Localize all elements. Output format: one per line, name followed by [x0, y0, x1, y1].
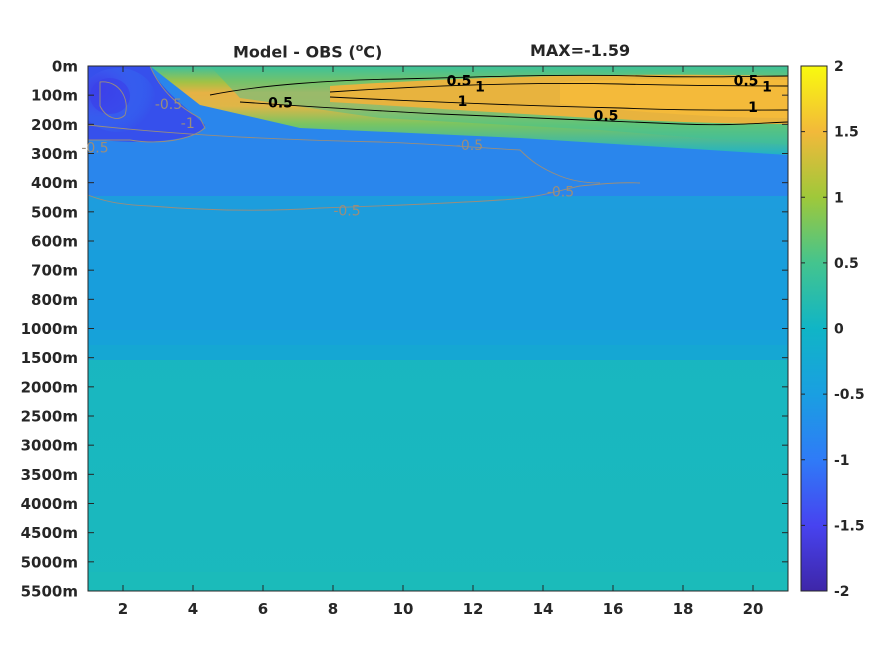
- y-tick-label: 2000m: [21, 378, 78, 396]
- y-tick-label: 800m: [31, 291, 78, 309]
- x-tick-label: 18: [673, 600, 694, 618]
- contour-label: 1: [748, 100, 758, 116]
- y-tick-label: 3000m: [21, 437, 78, 455]
- y-axis: 0m 100m 200m 300m 400m 500m 600m 700m 800m 1000m 1…: [21, 58, 788, 601]
- colorbar-tick-label: 1: [834, 190, 844, 206]
- contour-label: -1: [181, 116, 195, 132]
- y-tick-label: 1000m: [21, 320, 78, 338]
- colorbar-tick-label: 1.5: [834, 125, 859, 141]
- y-tick-label: 5500m: [21, 583, 78, 601]
- colorbar-tick-label: -1: [834, 453, 850, 469]
- x-tick-label: 16: [603, 600, 624, 618]
- contour-label: -0.5: [547, 184, 574, 200]
- contour-label: 0.5: [268, 95, 293, 111]
- x-tick-label: 2: [118, 600, 128, 618]
- heatmap-field: [88, 66, 788, 591]
- y-tick-label: 700m: [31, 262, 78, 280]
- positive-contours: [209, 74, 788, 126]
- x-axis: 2 4 6 8 10 12 14 16 18 20: [118, 66, 764, 618]
- y-tick-label: 100m: [31, 87, 78, 105]
- y-tick-label: 200m: [31, 116, 78, 134]
- contour-label: 1: [475, 79, 485, 95]
- y-tick-label: 300m: [31, 145, 78, 163]
- y-tick-label: 5000m: [21, 553, 78, 571]
- colorbar-tick-label: -1.5: [834, 518, 865, 534]
- colorbar-axis: 2 1.5 1 0.5 0 -0.5 -1 -1.5 -2: [801, 59, 865, 600]
- x-tick-label: 12: [463, 600, 484, 618]
- max-value-label: MAX=-1.59: [530, 41, 631, 60]
- colorbar-tick-label: 0: [834, 322, 844, 338]
- y-tick-label: 3500m: [21, 466, 78, 484]
- contour-label: 0.5: [734, 74, 759, 90]
- y-tick-label: 600m: [31, 233, 78, 251]
- contour-label: 1: [458, 94, 468, 110]
- contour-label: -0.5: [333, 203, 360, 219]
- x-tick-label: 8: [328, 600, 338, 618]
- y-tick-label: 2500m: [21, 408, 78, 426]
- y-tick-label: 1500m: [21, 349, 78, 367]
- x-tick-label: 6: [258, 600, 268, 618]
- contour-label: -0.5: [81, 141, 108, 157]
- x-tick-label: 20: [743, 600, 764, 618]
- colorbar-tick-label: 2: [834, 59, 844, 75]
- chart-title: Model - OBS (oC): [233, 41, 383, 62]
- colorbar-tick-label: -2: [834, 584, 850, 600]
- y-tick-label: 0m: [52, 58, 78, 76]
- x-tick-label: 4: [188, 600, 198, 618]
- x-tick-label: 14: [533, 600, 554, 618]
- contour-labels: 0.5 10.5 10.50.5 11-0.5-1-0.5 -0.5-0.5-0.5: [81, 74, 772, 220]
- contour-label: 1: [762, 79, 772, 95]
- negative-contours: [88, 66, 641, 211]
- x-tick-label: 10: [393, 600, 414, 618]
- contour-label: -0.5: [456, 138, 483, 154]
- contour-label: 0.5: [447, 74, 472, 90]
- y-tick-label: 4500m: [21, 524, 78, 542]
- contour-label: 0.5: [594, 109, 619, 125]
- y-tick-label: 4000m: [21, 495, 78, 513]
- colorbar-tick-label: -0.5: [834, 387, 865, 403]
- y-tick-label: 500m: [31, 203, 78, 221]
- contour-label: -0.5: [155, 97, 182, 113]
- colorbar-tick-label: 0.5: [834, 256, 859, 272]
- colorbar: [801, 66, 827, 591]
- y-tick-label: 400m: [31, 174, 78, 192]
